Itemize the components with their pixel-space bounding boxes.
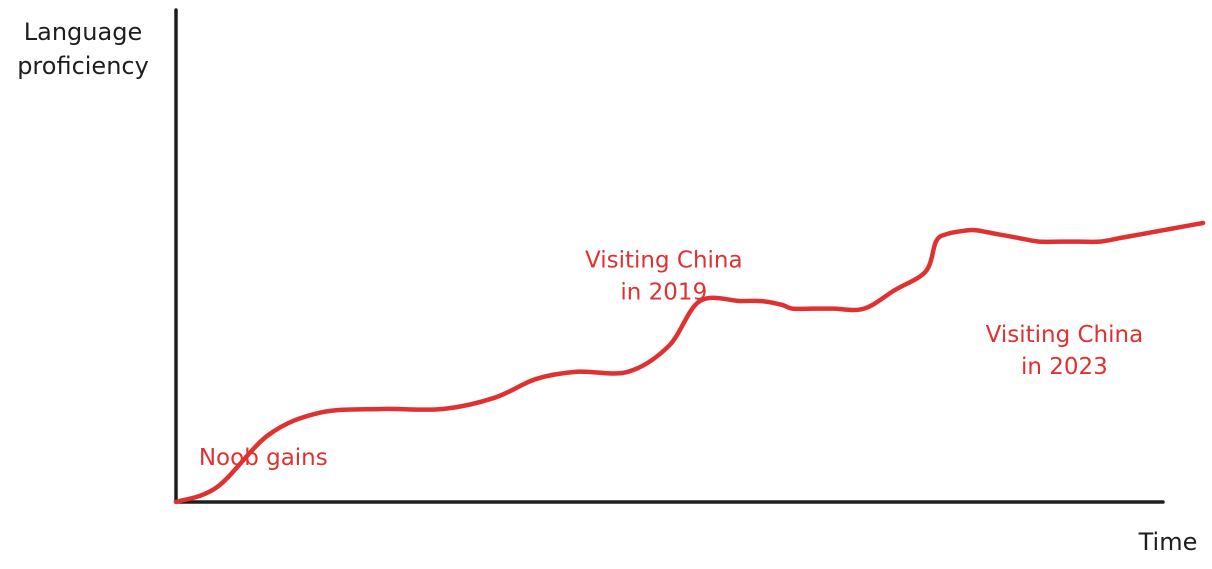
annotation-1-line-0: Visiting China: [585, 248, 743, 274]
x-axis-label: Time: [1138, 528, 1198, 556]
annotation-1-line-1: in 2019: [620, 280, 707, 306]
annotations: Noob gains Visiting China in 2019 Visiting …: [199, 248, 1143, 471]
annotation-2-line-0: Visiting China: [986, 322, 1144, 348]
proficiency-curve: [173, 220, 1206, 505]
annotation-2-line-1: in 2023: [1021, 354, 1108, 380]
y-axis-label-line-1: Language: [24, 18, 142, 46]
y-axis-label-line-2: proficiency: [17, 52, 149, 80]
annotation-0-line-0: Noob gains: [199, 445, 328, 471]
